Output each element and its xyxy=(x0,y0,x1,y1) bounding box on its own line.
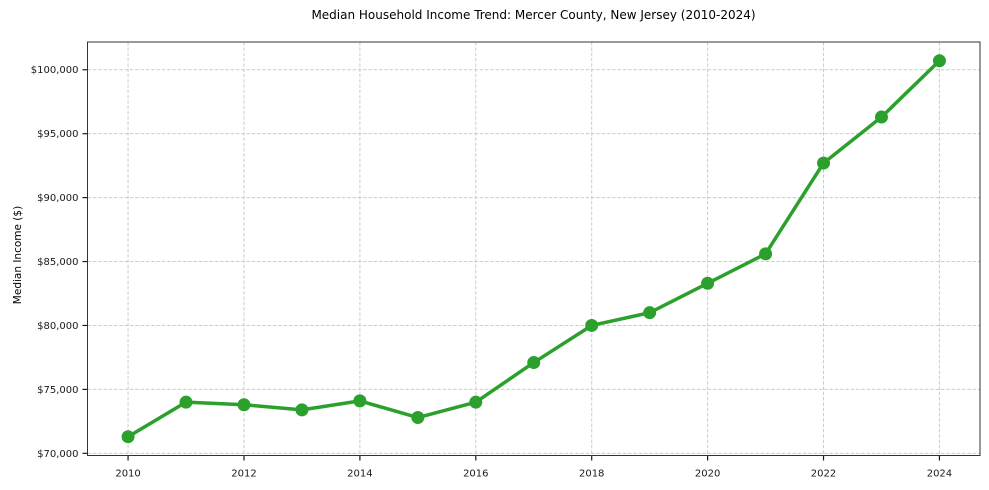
data-point xyxy=(643,306,657,320)
data-point xyxy=(179,395,193,409)
data-point xyxy=(237,398,251,412)
data-point xyxy=(932,54,946,68)
y-tick-label: $85,000 xyxy=(37,257,78,268)
data-point xyxy=(411,411,425,425)
y-tick-label: $95,000 xyxy=(37,129,78,140)
data-point xyxy=(817,156,831,170)
x-tick-label: 2024 xyxy=(927,469,952,480)
data-point xyxy=(121,430,135,444)
x-tick-label: 2022 xyxy=(811,469,836,480)
y-tick-label: $80,000 xyxy=(37,321,78,332)
trend-line xyxy=(126,59,942,439)
y-tick-label: $100,000 xyxy=(31,65,79,76)
x-tick-label: 2016 xyxy=(463,469,488,480)
data-point xyxy=(353,394,367,408)
x-tick-label: 2018 xyxy=(579,469,604,480)
x-tick-label: 2014 xyxy=(347,469,372,480)
chart-title: Median Household Income Trend: Mercer Co… xyxy=(311,8,756,22)
x-tick-label: 2012 xyxy=(231,469,256,480)
data-point xyxy=(585,318,599,332)
y-tick-label: $90,000 xyxy=(37,193,78,204)
data-point xyxy=(295,403,309,417)
y-tick-label: $75,000 xyxy=(37,385,78,396)
x-tick-label: 2020 xyxy=(695,469,720,480)
x-tick-label: 2010 xyxy=(115,469,140,480)
data-point xyxy=(759,247,773,261)
data-point xyxy=(469,395,483,409)
plot-frame xyxy=(87,41,981,456)
data-point xyxy=(527,356,541,370)
data-point xyxy=(874,110,888,124)
data-point xyxy=(701,276,715,290)
y-tick-label: $70,000 xyxy=(37,449,78,460)
